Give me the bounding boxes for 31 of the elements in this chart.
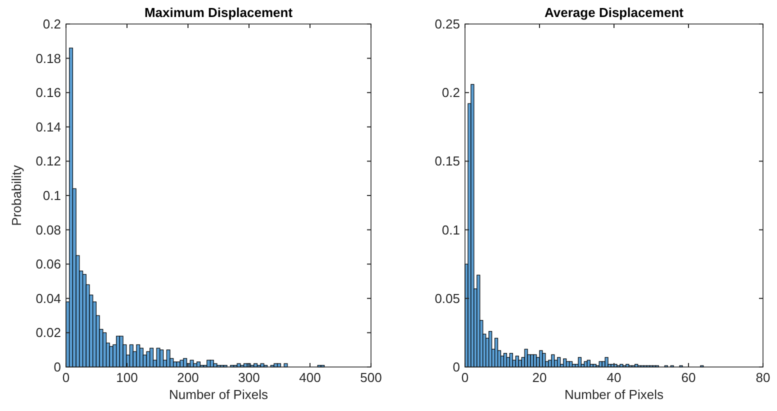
x-tick-label: 200 [177, 370, 199, 385]
x-axis-title: Number of Pixels [169, 387, 268, 402]
x-tick-label: 400 [299, 370, 321, 385]
chart-title: Average Displacement [544, 5, 684, 20]
y-tick-label: 0.25 [434, 16, 460, 32]
y-axis-title: Probability [9, 164, 24, 226]
x-tick-label: 40 [606, 370, 622, 385]
y-tick-label: 0.02 [36, 325, 61, 340]
y-tick-label: 0 [54, 360, 61, 374]
y-tick-label: 0.16 [36, 85, 61, 100]
y-tick-label: 0.2 [42, 16, 61, 32]
x-tick-label: 20 [532, 370, 547, 385]
x-tick-label: 80 [756, 370, 770, 385]
x-tick-label: 100 [116, 370, 138, 385]
x-tick-label: 60 [681, 370, 696, 385]
y-tick-label: 0.14 [36, 119, 61, 134]
y-tick-label: 0.04 [36, 290, 61, 306]
y-tick-label: 0.1 [442, 222, 460, 238]
y-tick-label: 0.15 [434, 154, 460, 169]
y-tick-label: 0 [452, 360, 460, 374]
y-tick-label: 0.2 [442, 85, 460, 100]
y-tick-label: 0.12 [36, 154, 61, 169]
x-tick-label: 500 [360, 370, 382, 385]
y-tick-label: 0.1 [42, 188, 61, 203]
y-tick-label: 0.06 [36, 256, 61, 272]
x-tick-label: 300 [238, 370, 260, 385]
y-tick-label: 0.05 [434, 290, 460, 306]
chart-title: Maximum Displacement [144, 5, 294, 20]
y-tick-label: 0.08 [36, 222, 61, 238]
x-axis-title: Number of Pixels [564, 387, 664, 402]
y-tick-label: 0.18 [36, 50, 61, 66]
